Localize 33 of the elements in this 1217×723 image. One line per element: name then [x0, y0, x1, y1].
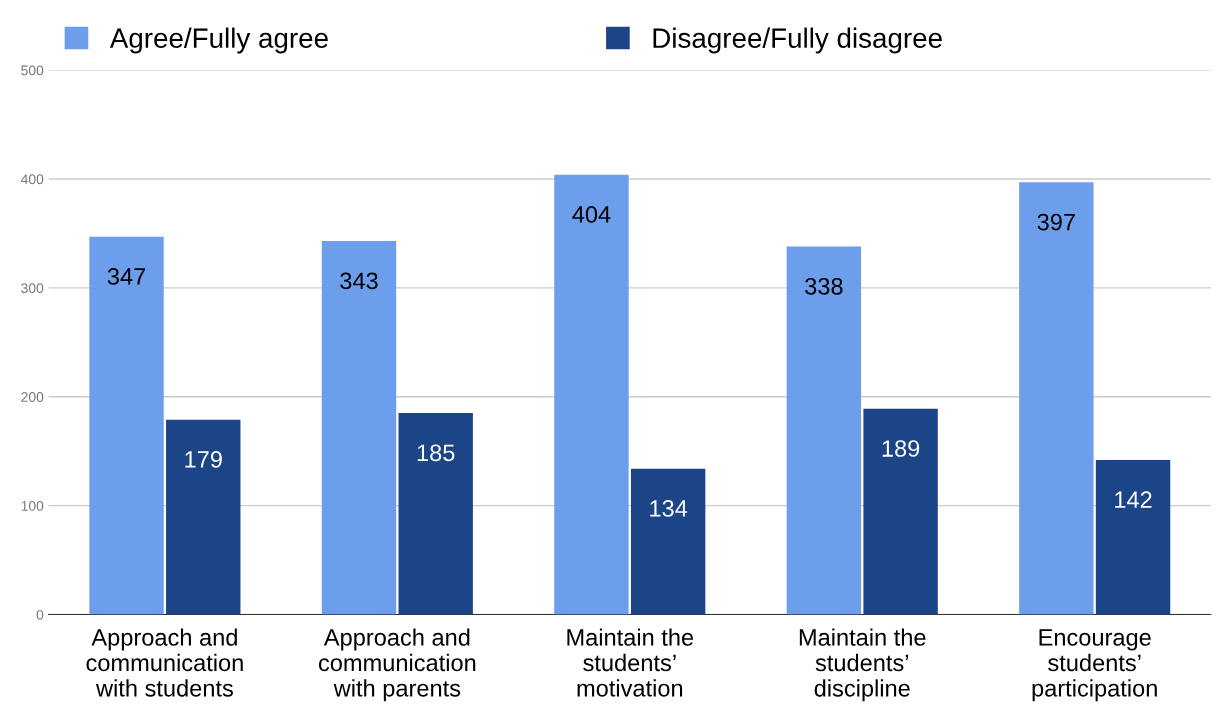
data-label: 347: [107, 268, 146, 285]
bar: [1095, 459, 1171, 615]
data-label: 343: [340, 272, 378, 290]
data-label: 134: [650, 500, 688, 517]
bar: [630, 468, 706, 615]
y-tick-label: 500: [21, 65, 44, 76]
x-tick-label: Maintain the students’ discipline: [799, 628, 926, 702]
y-tick-label: 100: [21, 501, 44, 511]
data-label: 142: [1115, 491, 1152, 508]
legend-label: Disagree/Fully disagree: [653, 27, 942, 54]
x-tick-label: Approach and communication with students: [86, 628, 243, 697]
data-label: 185: [417, 444, 455, 462]
bar: [89, 236, 164, 615]
y-tick-label: 0: [36, 609, 44, 620]
data-label: 189: [882, 440, 920, 457]
bar: [1019, 182, 1094, 615]
bar: [786, 246, 862, 615]
y-tick-label: 300: [21, 283, 44, 294]
y-tick-label: 200: [21, 392, 44, 402]
bar: [166, 419, 241, 615]
data-label: 338: [805, 277, 843, 295]
bar: [321, 241, 397, 615]
bar: [398, 413, 473, 615]
data-label: 179: [185, 451, 222, 468]
data-label: 404: [572, 206, 611, 223]
bar: [863, 408, 938, 615]
x-tick-label: Approach and communication with parents: [318, 628, 476, 702]
data-label: 397: [1037, 213, 1075, 231]
x-tick-label: Encourage students’ participation: [1032, 629, 1157, 702]
y-tick-label: 400: [20, 174, 44, 185]
x-tick-label: Maintain the students’ motivation: [567, 628, 694, 697]
bar: [554, 174, 629, 615]
legend-label: Agree/Fully agree: [109, 27, 328, 54]
